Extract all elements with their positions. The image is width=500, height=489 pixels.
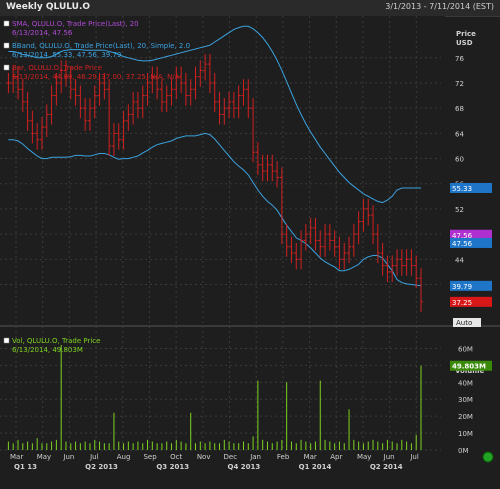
legend-series-values: 6/13/2014, 44.89, 46.29, 37.00, 37.25, N… xyxy=(12,73,180,81)
volume-legend-marker xyxy=(3,337,10,344)
value-tag-label: 39.79 xyxy=(452,283,472,291)
price-axis-unit: USD xyxy=(456,39,473,47)
month-label: Nov xyxy=(197,453,211,461)
month-label: Jul xyxy=(89,453,99,461)
volume-plot-area xyxy=(0,332,445,452)
month-label: Jul xyxy=(409,453,419,461)
value-tag xyxy=(450,182,492,193)
volume-legend-values: 6/13/2014, 49.803M xyxy=(12,346,83,354)
volume-value-tag xyxy=(450,360,492,371)
value-tag xyxy=(450,229,492,240)
quarter-label: Q4 2013 xyxy=(228,463,261,471)
auto-button xyxy=(453,318,481,327)
month-label: Apr xyxy=(330,453,342,461)
value-tag xyxy=(450,237,492,248)
volume-legend-name: Vol, QLULU.O, Trade Price xyxy=(12,337,100,345)
value-tag xyxy=(450,296,492,307)
bband-upper-line xyxy=(8,25,421,204)
legend-series-name: Bar, QLULU.O, Trade Price xyxy=(12,64,102,72)
month-label: May xyxy=(357,453,371,461)
price-tick-label: 64 xyxy=(455,130,464,138)
date-range: 3/1/2013 - 7/11/2014 (EST) xyxy=(385,2,494,11)
volume-tick-label: 10M xyxy=(458,430,473,438)
month-label: Oct xyxy=(170,453,182,461)
quarter-label: Q1 2014 xyxy=(299,463,332,471)
month-label: Aug xyxy=(117,453,131,461)
connection-status-icon xyxy=(482,451,494,463)
value-tag-label: 47.56 xyxy=(452,232,473,240)
quarter-label: Q2 2013 xyxy=(85,463,118,471)
month-label: Feb xyxy=(277,453,290,461)
title-bar: Weekly QLULU.O 3/1/2013 - 7/11/2014 (EST… xyxy=(0,0,500,17)
legend-marker xyxy=(3,20,10,27)
price-chart[interactable]: 76726864605652484440PriceUSD60M50M40M30M… xyxy=(0,16,500,489)
month-label: Sep xyxy=(143,453,157,461)
value-tag-label: 55.33 xyxy=(452,185,472,193)
legend-marker xyxy=(3,64,10,71)
value-tag-label: 37.25 xyxy=(452,299,472,307)
volume-tick-label: 40M xyxy=(458,379,473,387)
price-tick-label: 68 xyxy=(455,105,464,113)
volume-value-tag-label: 49.803M xyxy=(452,363,486,371)
month-label: Mar xyxy=(10,453,23,461)
value-tag xyxy=(450,280,492,291)
legend-series-name: SMA, QLULU.O, Trade Price(Last), 20 xyxy=(12,20,139,28)
legend-marker xyxy=(3,42,10,49)
quarter-label: Q3 2013 xyxy=(156,463,189,471)
month-label: Jan xyxy=(249,453,261,461)
price-tick-label: 76 xyxy=(455,55,464,63)
legend-series-values: 6/13/2014, 47.56 xyxy=(12,29,73,37)
month-label: Dec xyxy=(224,453,238,461)
price-tick-label: 52 xyxy=(455,206,464,214)
volume-tick-label: 0M xyxy=(458,447,469,455)
volume-tick-label: 30M xyxy=(458,396,473,404)
volume-tick-label: 20M xyxy=(458,413,473,421)
legend-series-values: 6/13/2014, 55.33, 47.56, 39.79 xyxy=(12,51,121,59)
auto-button-label: Auto xyxy=(456,319,472,327)
price-tick-label: 44 xyxy=(455,256,464,264)
chart-title: Weekly QLULU.O xyxy=(6,2,91,12)
quarter-label: Q1 13 xyxy=(14,463,37,471)
bband-lower-line xyxy=(8,132,422,287)
quarter-label: Q2 2014 xyxy=(370,463,403,471)
month-label: May xyxy=(37,453,51,461)
price-plot-area xyxy=(0,16,445,324)
price-tick-label: 60 xyxy=(455,156,464,164)
volume-tick-label: 60M xyxy=(458,345,473,353)
month-label: Mar xyxy=(304,453,317,461)
month-label: Jun xyxy=(383,453,395,461)
month-label: Jun xyxy=(62,453,74,461)
price-axis-title: Price xyxy=(456,30,476,38)
volume-axis-title: Volume xyxy=(455,367,485,375)
price-tick-label: 72 xyxy=(455,80,464,88)
value-tag-label: 47.56 xyxy=(452,240,473,248)
legend-series-name: BBand, QLULU.O, Trade Price(Last), 20, S… xyxy=(12,42,190,50)
